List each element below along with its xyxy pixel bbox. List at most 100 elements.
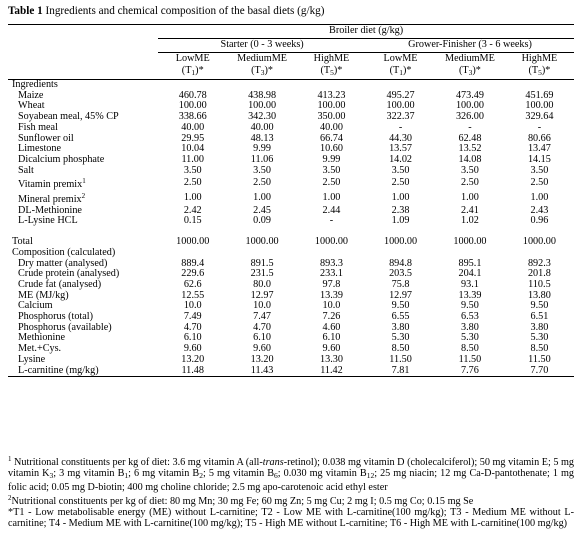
value-cell: 7.76 <box>435 365 505 378</box>
value-cell: 3.50 <box>530 164 549 176</box>
value-cell: 2.50 <box>461 177 479 189</box>
treatment-number: 1 <box>191 68 196 77</box>
value-cell: 10.0 <box>322 300 341 312</box>
footnote-mineral-premix: 2Nutritional constituents per kg of diet… <box>8 493 474 507</box>
value-cell: 2.50 <box>183 177 202 189</box>
value-cell: 2.50 <box>530 177 549 189</box>
value-cell: 13.39 <box>320 289 343 301</box>
value-cell: 44.30 <box>389 132 412 144</box>
row-label-text: Methionine <box>18 332 65 344</box>
value-cell: 2.38 <box>391 204 410 216</box>
value-cell: 9.99 <box>322 153 341 165</box>
table-row: Sunflower oil 29.95 48.13 66.74 44.30 62.48 80… <box>8 132 574 145</box>
value-cell: 40.00 <box>250 121 274 133</box>
value-cell: 1.02 <box>461 215 479 227</box>
value-cell: 10.0 <box>183 300 202 312</box>
value-cell: 13.52 <box>458 143 482 155</box>
column-name: HighME <box>313 53 350 65</box>
value-cell: 1.00 <box>530 192 549 204</box>
value-cell: 2.43 <box>530 204 549 216</box>
table-row: Salt 3.50 3.50 3.50 3.50 3.50 3.50 <box>8 164 574 177</box>
total-label: Total <box>12 236 33 248</box>
row-label: Mineral premix2 <box>8 191 158 206</box>
table-title: Ingredients and chemical composition of … <box>45 5 325 17</box>
row-label: Maize <box>8 90 158 102</box>
treatment-number: 3 <box>260 68 265 77</box>
value-cell: 329.64 <box>525 111 554 123</box>
row-label: Phosphorus (total) <box>8 311 158 323</box>
value-cell: 3.50 <box>461 164 479 176</box>
value-cell: 322.37 <box>386 111 415 123</box>
row-label-text: Met.+Cys. <box>18 343 62 355</box>
value-cell: - <box>537 121 542 133</box>
value-cell: 100.00 <box>386 100 415 112</box>
value-cell: 893.3 <box>320 257 343 269</box>
treatment-prefix: (T <box>251 65 261 76</box>
total-row: Total 1000.00 1000.00 1000.00 1000.00 1000.00… <box>8 236 574 248</box>
row-label: Vitamin premix1 <box>8 176 158 191</box>
value-cell: 7.81 <box>366 365 436 378</box>
treatment-prefix: (T <box>528 65 539 76</box>
value-cell: 1.00 <box>183 192 202 204</box>
composition-heading: Composition (calculated) <box>12 246 116 258</box>
value-cell: 460.78 <box>178 89 207 101</box>
value-cell: 1.00 <box>322 192 341 204</box>
row-label: Met.+Cys. <box>8 343 158 355</box>
value-cell: 62.48 <box>458 132 482 144</box>
row-label: Wheat <box>8 101 158 112</box>
column-name: MediumME <box>237 53 287 65</box>
treatment-suffix: )* <box>541 65 551 76</box>
value-cell: 100.00 <box>455 100 484 112</box>
total-value: 1000.00 <box>522 236 556 248</box>
spacer-row <box>8 227 574 237</box>
value-cell: 495.27 <box>386 89 415 101</box>
diet-composition-table: Broiler diet (g/kg) Starter (0 - 3 weeks… <box>8 24 574 378</box>
row-label: Dry matter (analysed) <box>8 258 158 270</box>
treatment-suffix: )* <box>333 65 343 76</box>
footnote-marker: 1 <box>82 177 86 186</box>
footnote-vitamin-premix: 1 Nutritional constituents per kg of die… <box>8 455 575 493</box>
footnote-treatments: *T1 - Low metabolisable energy (ME) with… <box>8 507 574 530</box>
header-empty <box>8 24 159 39</box>
value-cell: 4.60 <box>322 321 341 333</box>
row-label-text: ME (MJ/kg) <box>18 289 69 301</box>
table-row: Phosphorus (total) 7.49 7.47 7.26 6.55 6.53 6.… <box>8 311 574 323</box>
table-row: Vitamin premix1 2.50 2.50 2.50 2.50 2.50 2.50 <box>8 176 574 191</box>
value-cell: 1.00 <box>461 192 479 204</box>
value-cell: 11.42 <box>296 365 366 378</box>
value-cell: 6.10 <box>322 332 341 344</box>
treatment-number: 1 <box>399 68 403 77</box>
value-cell: 40.00 <box>320 121 343 133</box>
treatment-number: 5 <box>538 68 542 77</box>
value-cell: 11.50 <box>389 353 412 365</box>
value-cell: 6.53 <box>461 311 479 323</box>
value-cell: 8.50 <box>530 343 549 355</box>
value-cell: 2.50 <box>391 177 410 189</box>
column-treatment: (T5)* <box>296 65 366 80</box>
value-cell: 5.30 <box>530 332 549 344</box>
row-label-text: Salt <box>18 164 34 176</box>
table-row: DL-Methionine 2.42 2.45 2.44 2.38 2.41 2.43 <box>8 204 574 217</box>
column-treatment: (T3)* <box>227 65 297 80</box>
value-cell: 9.50 <box>461 300 479 312</box>
row-label-text: Limestone <box>18 143 62 155</box>
value-cell: 894.8 <box>389 257 412 269</box>
table-row: Methionine 6.10 6.10 6.10 5.30 5.30 5.30 <box>8 333 574 344</box>
value-cell: 7.70 <box>504 365 574 378</box>
empty-cell <box>366 248 435 259</box>
value-cell: 5.30 <box>461 332 479 344</box>
table-row: Dry matter (analysed) 889.4 891.5 893.3 894.… <box>8 257 574 270</box>
row-label-text: Mineral premix <box>18 194 82 206</box>
value-cell: 80.66 <box>527 132 551 144</box>
value-cell: 100.00 <box>317 100 346 112</box>
value-cell: 6.10 <box>253 332 271 344</box>
value-cell: 11.06 <box>250 153 274 165</box>
value-cell: 80.0 <box>253 278 271 290</box>
starter-phase-header: Starter (0 - 3 weeks) <box>158 38 366 53</box>
table-row: Wheat 100.00 100.00 100.00 100.00 100.00 100.0… <box>8 101 574 112</box>
empty-cell <box>297 248 366 259</box>
value-cell: 9.60 <box>183 343 202 355</box>
table-caption: Table 1 Ingredients and chemical composi… <box>8 5 325 17</box>
ingredients-heading: Ingredients <box>12 79 58 90</box>
value-cell: 3.50 <box>253 164 271 176</box>
